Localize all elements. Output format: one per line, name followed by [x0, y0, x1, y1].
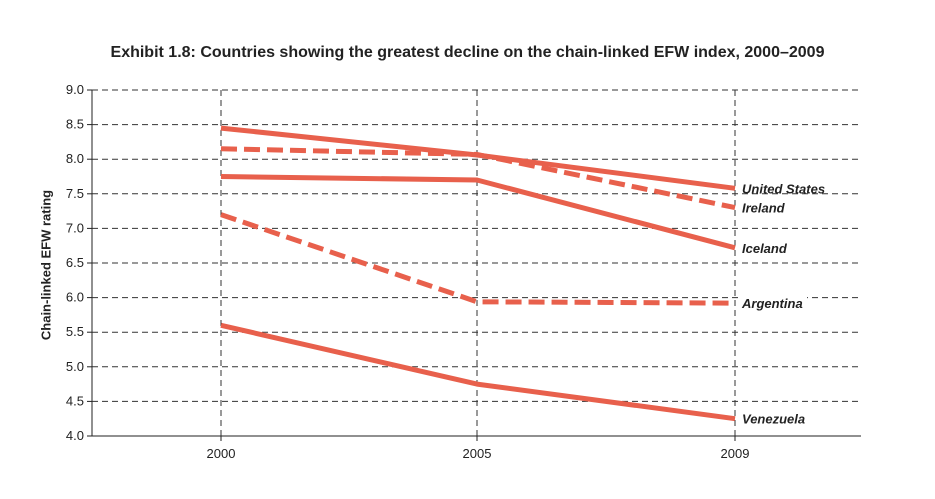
x-tick-label: 2005: [463, 446, 492, 461]
y-tick-label: 6.5: [66, 255, 84, 270]
x-tick-label: 2009: [721, 446, 750, 461]
y-tick-label: 5.0: [66, 359, 84, 374]
series-lines: [220, 125, 736, 422]
y-tick-label: 8.5: [66, 117, 84, 132]
y-tick-label: 8.0: [66, 151, 84, 166]
y-tick-label: 9.0: [66, 82, 84, 97]
ticks: 4.0 4.5 5.0 5.5 6.0 6.5 7.0 7.5 8.0 8.5 9.0 2000 200…: [66, 82, 750, 461]
series-label-ireland: Ireland: [742, 201, 786, 216]
series-label-venezuela: Venezuela: [742, 412, 805, 427]
x-tick-label: 2000: [207, 446, 236, 461]
y-tick-label: 6.0: [66, 290, 84, 305]
series-label-united-states: United States: [742, 181, 825, 196]
gridlines: [92, 89, 861, 436]
series-label-iceland: Iceland: [742, 241, 788, 256]
series-line-iceland: [220, 174, 736, 251]
y-tick-label: 4.5: [66, 393, 84, 408]
label-background: [739, 295, 807, 313]
y-tick-label: 7.5: [66, 186, 84, 201]
series-label-argentina: Argentina: [741, 296, 803, 311]
series-line-ireland: [220, 146, 736, 211]
y-tick-label: 4.0: [66, 428, 84, 443]
y-tick-label: 5.5: [66, 324, 84, 339]
y-tick-label: 7.0: [66, 220, 84, 235]
chart-title: Exhibit 1.8: Countries showing the great…: [110, 44, 825, 61]
series-line-argentina: [220, 212, 736, 306]
series-labels: United States Ireland Iceland Argentina Vene…: [739, 181, 825, 427]
series-line-venezuela: [220, 322, 736, 422]
